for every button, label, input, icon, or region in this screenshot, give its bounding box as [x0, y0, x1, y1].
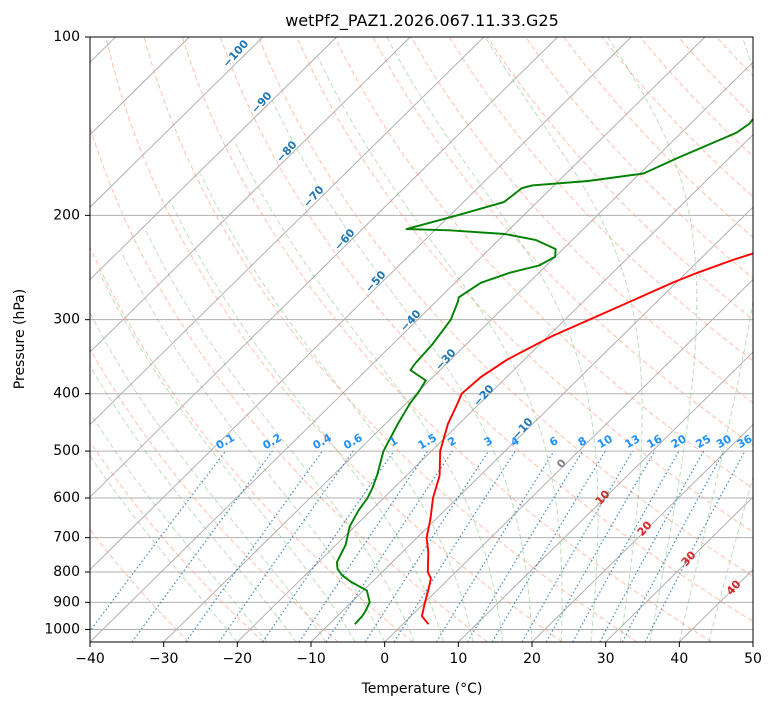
mixing-ratio-line — [325, 450, 453, 642]
mixing-ratio-line — [621, 450, 725, 642]
dry-adiabat — [90, 125, 488, 642]
moist-adiabat — [90, 454, 238, 642]
dry-adiabat — [143, 37, 638, 642]
mixing-ratio-line — [572, 450, 680, 642]
x-tick-label: −10 — [296, 651, 326, 667]
dry-adiabat — [448, 37, 753, 362]
mixing-ratio-line — [298, 450, 429, 642]
x-tick-label: 40 — [670, 651, 688, 667]
y-tick-label: 700 — [53, 530, 80, 546]
dry-adiabat — [372, 37, 753, 447]
x-tick-label: 20 — [523, 651, 541, 667]
x-tick-label: 10 — [449, 651, 467, 667]
mixing-ratio-line — [90, 450, 227, 632]
dry-adiabat — [181, 37, 712, 642]
isotherm-line — [90, 37, 485, 426]
temperature-profile-line — [420, 252, 753, 625]
mixing-ratio-line — [393, 450, 516, 642]
moist-adiabat — [90, 364, 297, 642]
x-tick-label: −40 — [75, 651, 105, 667]
mixing-ratio-line — [131, 450, 273, 642]
mixing-ratio-line — [262, 450, 395, 642]
moist-adiabat — [144, 227, 415, 642]
y-tick-label: 800 — [53, 564, 80, 580]
mixing-ratio-line — [185, 450, 323, 642]
isotherm-line — [163, 61, 753, 642]
dry-adiabat — [90, 245, 414, 642]
isotherm-line — [90, 37, 706, 642]
moist-adiabat — [607, 37, 698, 642]
isotherm-line — [605, 496, 753, 642]
moist-adiabat — [234, 141, 503, 642]
moist-adiabat — [484, 37, 643, 642]
isotherm-line — [310, 206, 753, 642]
y-axis: 100 200 300 400 500 600 700 800 900 1000 — [44, 29, 90, 637]
mixing-ratio-line — [466, 450, 584, 642]
y-tick-label: 100 — [53, 29, 80, 45]
dry-adiabat — [487, 37, 753, 321]
dry-adiabat — [219, 37, 753, 623]
y-tick-label: 200 — [53, 207, 80, 223]
mixing-ratio-line — [545, 450, 656, 642]
isotherm-line — [384, 278, 753, 642]
isotherm-line — [90, 37, 558, 498]
x-tick-label: −30 — [149, 651, 179, 667]
x-tick-label: −20 — [223, 651, 253, 667]
mixing-ratio-line — [599, 450, 705, 642]
mixing-ratio-line — [364, 450, 490, 642]
isotherm-line — [457, 351, 753, 642]
x-tick-label: 30 — [597, 651, 615, 667]
isotherm-line — [90, 37, 411, 353]
moist-adiabat — [120, 251, 386, 642]
isotherm-line — [531, 423, 753, 642]
moist-adiabat — [678, 37, 753, 642]
x-axis: −40 −30 −20 −10 0 10 20 30 40 50 — [75, 642, 762, 667]
moist-adiabat — [317, 56, 563, 642]
x-tick-label: 0 — [380, 651, 389, 667]
isotherm-line — [90, 37, 632, 571]
dry-adiabat — [258, 37, 753, 578]
moist-adiabat — [271, 100, 533, 642]
y-tick-label: 1000 — [44, 621, 80, 637]
dry-adiabat — [90, 528, 190, 642]
moist-adiabat — [90, 311, 327, 642]
moist-adiabat — [99, 272, 356, 642]
x-tick-label: 50 — [744, 651, 762, 667]
y-tick-label: 600 — [53, 490, 80, 506]
series-layer — [335, 117, 753, 625]
y-axis-title: Pressure (hPa) — [12, 289, 28, 389]
x-axis-title: Temperature (°C) — [361, 681, 483, 697]
mixing-ratio-line — [218, 450, 354, 642]
y-tick-label: 400 — [53, 386, 80, 402]
y-tick-label: 900 — [53, 594, 80, 610]
dry-adiabat — [296, 37, 753, 533]
mixing-ratio-line — [435, 450, 555, 642]
y-tick-label: 500 — [53, 443, 80, 459]
isotherm-line — [90, 37, 264, 208]
dewpoint-profile-line — [335, 117, 753, 625]
moist-adiabat — [386, 37, 599, 642]
moist-adiabat — [708, 475, 753, 642]
chart-title: wetPf2_PAZ1.2026.067.11.33.G25 — [285, 11, 559, 31]
moist-adiabat — [170, 201, 445, 642]
isotherm-line — [90, 37, 337, 281]
grid-layer — [90, 37, 753, 642]
plot-frame — [89, 36, 754, 643]
dry-adiabat — [90, 347, 339, 642]
y-tick-label: 300 — [53, 312, 80, 328]
dry-adiabat — [90, 440, 264, 642]
